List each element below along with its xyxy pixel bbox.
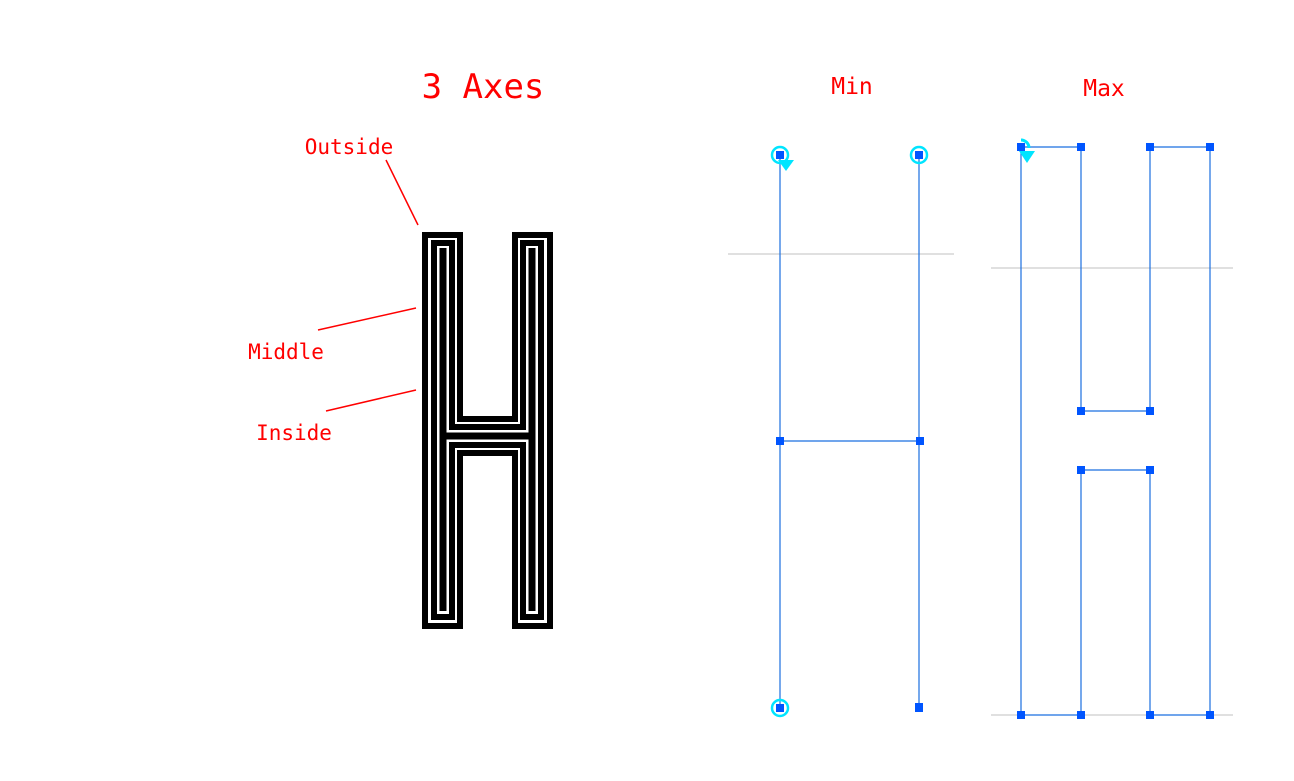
node-icon xyxy=(776,151,784,159)
node-icon xyxy=(1206,143,1214,151)
node-icon xyxy=(1077,407,1085,415)
node-icon xyxy=(1146,466,1154,474)
node-icon xyxy=(1146,711,1154,719)
start-point-icon xyxy=(770,698,790,718)
node-icon xyxy=(1017,143,1025,151)
node-icon xyxy=(1077,143,1085,151)
middle-leader-line xyxy=(317,307,417,331)
diagram-title: 3 Axes xyxy=(422,67,545,107)
node-icon xyxy=(1077,711,1085,719)
h-glyph-three-layers xyxy=(422,232,553,629)
node-icon xyxy=(916,437,924,445)
node-icon xyxy=(776,437,784,445)
direction-arrow-icon xyxy=(778,160,794,171)
max-label: Max xyxy=(1083,76,1125,102)
outside-label: Outside xyxy=(305,135,394,159)
inside-leader-line xyxy=(325,389,417,412)
outside-leader-line xyxy=(385,159,419,226)
min-skeleton xyxy=(728,145,954,718)
node-icon xyxy=(1146,407,1154,415)
node-icon xyxy=(776,704,784,712)
node-icon xyxy=(915,703,923,712)
h-outline-middle xyxy=(431,240,544,620)
h-outline-outside xyxy=(422,232,553,629)
h-core-inside xyxy=(439,248,536,611)
max-outline xyxy=(991,138,1233,719)
start-point-icon xyxy=(1020,138,1031,149)
min-label: Min xyxy=(831,74,873,100)
middle-label: Middle xyxy=(248,340,324,364)
node-icon xyxy=(915,151,923,159)
node-icon xyxy=(1017,711,1025,719)
node-icon xyxy=(1146,143,1154,151)
start-point-icon xyxy=(770,145,790,165)
node-icon xyxy=(1206,711,1214,719)
start-point-icon xyxy=(909,145,929,165)
max-outer-contour-path xyxy=(1020,146,1211,716)
inside-label: Inside xyxy=(256,421,332,445)
node-icon xyxy=(1077,466,1085,474)
direction-arrow-icon xyxy=(1019,151,1035,163)
